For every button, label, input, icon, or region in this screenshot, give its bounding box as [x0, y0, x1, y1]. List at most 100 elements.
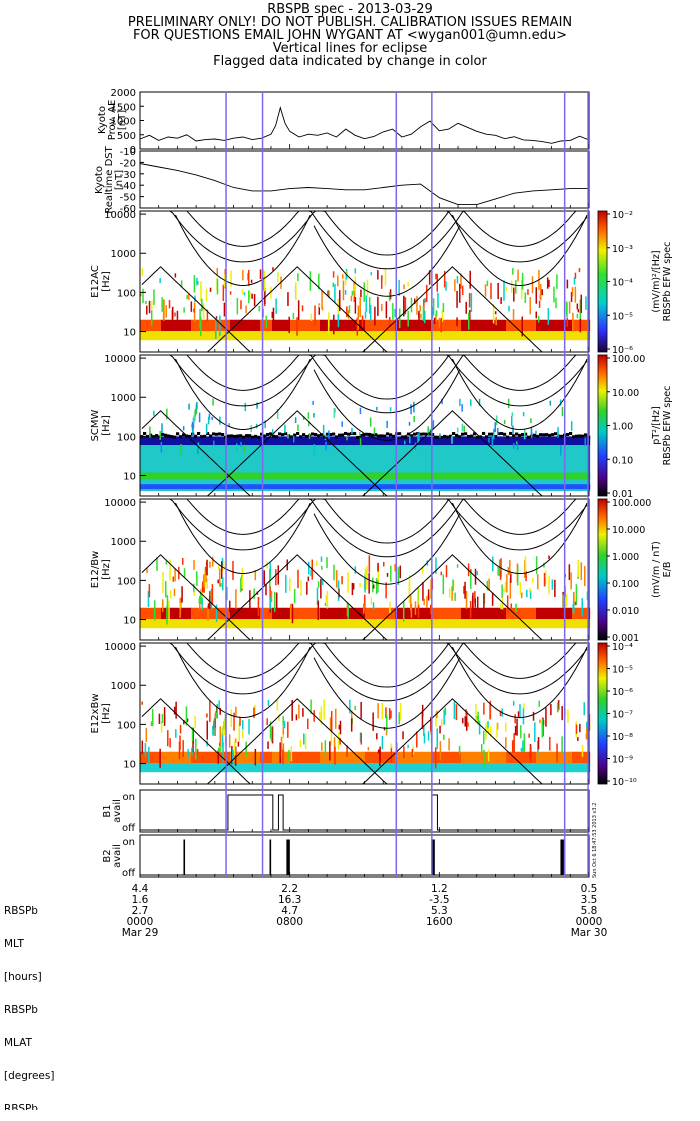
scmw-band-cell: [254, 445, 258, 492]
scmw-ylabel: SCMW: [90, 409, 101, 441]
e12xbw-speckle: [234, 741, 236, 756]
e12xbw-band-cell: [341, 763, 345, 773]
e12ac-speckle: [200, 281, 202, 302]
scmw-band-cell: [521, 484, 525, 490]
scmw-band-cell: [506, 445, 510, 492]
scmw-band-cell: [467, 484, 471, 490]
scmw-speckle: [523, 428, 526, 440]
e12ac-band-cell: [245, 319, 249, 332]
e12bw-speckle: [529, 587, 531, 593]
e12ac-band-cell: [539, 319, 543, 332]
e12ac-band-cell: [167, 331, 171, 341]
e12bw-speckle: [206, 578, 208, 589]
e12ac-band-cell: [440, 331, 444, 341]
e12bw-band-cell: [320, 607, 324, 620]
e12bw-band-cell: [383, 619, 387, 629]
scmw-band-cell: [173, 484, 177, 490]
scmw-speckle: [271, 429, 274, 435]
e12bw-speckle: [316, 587, 319, 605]
e12ac-band-cell: [575, 331, 579, 341]
e12ac-speckle: [165, 305, 167, 318]
e12bw-band-cell: [509, 619, 513, 629]
scmw-speckle: [166, 408, 168, 420]
scmw-band-cell: [176, 436, 180, 446]
e12bw-speckle: [566, 594, 568, 607]
e12bw-speckle: [253, 588, 255, 600]
e12bw-band-cell: [146, 607, 150, 620]
scmw-speckle: [510, 415, 513, 427]
e12ac-speckle: [209, 287, 212, 292]
scmw-band-cell: [203, 472, 207, 480]
scmw-band-cell: [161, 445, 165, 492]
scmw-band-cell: [329, 445, 333, 492]
scmw-band-cell: [290, 472, 294, 480]
scmw-band-cell: [314, 484, 318, 490]
e12ac-speckle: [151, 300, 153, 310]
scmw-band-cell: [368, 436, 372, 446]
e12ac-speckle: [404, 297, 407, 315]
scmw-band-cell: [332, 445, 336, 492]
e12bw-speckle: [232, 560, 234, 580]
e12xbw-band-cell: [557, 763, 561, 773]
e12bw-band-cell: [413, 619, 417, 629]
scmw-band-cell: [209, 436, 213, 446]
scmw-band-cell: [347, 436, 351, 446]
scmw-band-cell: [494, 445, 498, 492]
scmw-band-cell: [164, 436, 168, 446]
e12bw-band-cell: [428, 607, 432, 620]
e12ac-band-cell: [158, 319, 162, 332]
e12xbw-speckle: [282, 716, 284, 726]
e12bw-band-cell: [584, 619, 588, 629]
e12xbw-band-cell: [461, 751, 465, 764]
scmw-band-cell: [176, 484, 180, 490]
e12xbw-speckle: [228, 734, 231, 748]
e12bw-speckle: [368, 573, 370, 594]
e12xbw-band-cell: [560, 751, 564, 764]
scmw-band-cell: [215, 445, 219, 492]
scmw-band-cell: [524, 436, 528, 446]
e12bw-band-cell: [377, 607, 381, 620]
scmw-band-cell: [245, 436, 249, 446]
e12bw-band-cell: [254, 607, 258, 620]
scmw-band-cell: [251, 472, 255, 480]
scmw-band-cell: [539, 484, 543, 490]
e12xbw-cb-tick-label: 10⁻⁸: [612, 732, 633, 743]
scmw-speckle: [198, 412, 201, 423]
e12bw-speckle: [469, 600, 472, 619]
scmw-noise-cell: [284, 432, 288, 436]
e12xbw-band-cell: [248, 751, 252, 764]
e12xbw-band-cell: [572, 751, 576, 764]
scmw-band-cell: [572, 445, 576, 492]
e12bw-curve: [308, 498, 466, 544]
e12ac-band-cell: [143, 331, 147, 341]
e12ac-band-cell: [509, 331, 513, 341]
scmw-band-cell: [494, 436, 498, 446]
e12ac-band-cell: [371, 319, 375, 332]
e12ac-speckle: [445, 281, 447, 291]
e12xbw-band-cell: [347, 751, 351, 764]
e12xbw-speckle: [381, 736, 384, 750]
e12bw-band-cell: [314, 607, 318, 620]
e12xbw-band-cell: [413, 751, 417, 764]
scmw-band-cell: [167, 472, 171, 480]
e12ac-band-cell: [572, 331, 576, 341]
e12ac-band-cell: [518, 319, 522, 332]
scmw-band-cell: [230, 436, 234, 446]
e12xbw-speckle: [439, 741, 442, 761]
e12bw-speckle: [359, 582, 361, 588]
scmw-band-cell: [350, 445, 354, 492]
e12ac-band-cell: [311, 319, 315, 332]
e12xbw-band-cell: [458, 763, 462, 773]
scmw-band-cell: [413, 436, 417, 446]
scmw-band-cell: [305, 436, 309, 446]
e12xbw-band-cell: [167, 763, 171, 773]
e12bw-speckle: [207, 605, 209, 621]
e12bw-band-cell: [497, 607, 501, 620]
e12xbw-speckle: [462, 717, 464, 724]
scmw-noise-cell: [515, 432, 519, 436]
e12xbw-band-cell: [398, 751, 402, 764]
scmw-band-cell: [392, 436, 396, 446]
e12ac-speckle: [337, 298, 339, 319]
scmw-band-cell: [203, 445, 207, 492]
scmw-band-cell: [320, 436, 324, 446]
